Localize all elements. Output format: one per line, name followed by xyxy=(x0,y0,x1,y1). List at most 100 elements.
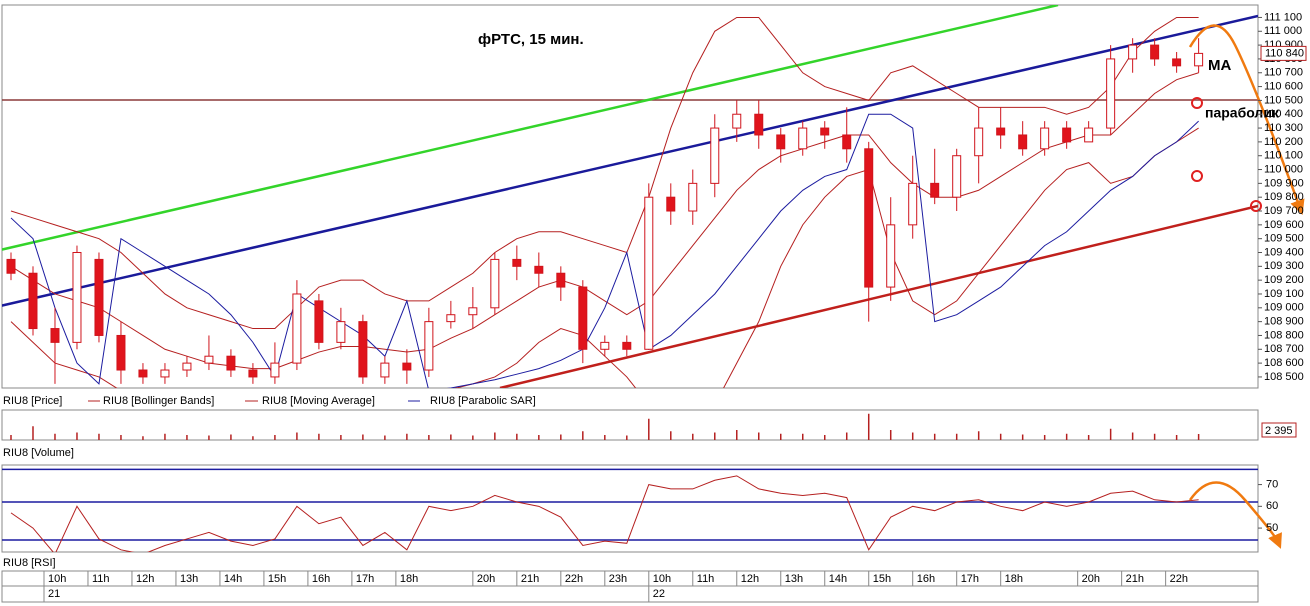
x-tick-label: 17h xyxy=(356,573,374,585)
candle-body xyxy=(292,293,302,364)
x-tick-label: 13h xyxy=(785,573,803,585)
candle-body xyxy=(1106,58,1116,129)
candle-body xyxy=(820,127,830,136)
y-tick-label: 110 200 xyxy=(1264,136,1303,148)
date-tick-label: 22 xyxy=(653,588,665,600)
x-tick-label: 13h xyxy=(180,573,198,585)
candle-body xyxy=(380,362,390,378)
y-tick-label: 110 100 xyxy=(1264,150,1303,162)
candle-body xyxy=(160,369,170,378)
x-tick-label: 17h xyxy=(961,573,979,585)
candle-body xyxy=(6,258,16,274)
candle-body xyxy=(1018,134,1028,150)
y-tick-label: 60 xyxy=(1266,500,1278,512)
candle-body xyxy=(1084,127,1094,143)
x-tick-label: 14h xyxy=(829,573,847,585)
y-tick-label: 109 300 xyxy=(1264,260,1304,272)
candle-body xyxy=(600,341,610,350)
indicator-line xyxy=(10,127,1199,388)
candle-body xyxy=(204,355,214,364)
marker-circle xyxy=(1191,170,1203,182)
candle-body xyxy=(424,321,434,371)
forecast-arrow xyxy=(1188,24,1305,216)
y-tick-label: 110 400 xyxy=(1264,108,1303,120)
x-tick-label: 20h xyxy=(1082,573,1100,585)
candle-body xyxy=(50,328,60,343)
candle-body xyxy=(622,341,632,350)
x-tick-label: 12h xyxy=(136,573,154,585)
forecast-arrow xyxy=(1188,481,1282,549)
marker-circle xyxy=(1191,97,1203,109)
candle-body xyxy=(798,127,808,150)
candle-body xyxy=(952,155,962,198)
value-box xyxy=(1261,422,1297,438)
annotation: параболик xyxy=(1205,105,1280,121)
candle-body xyxy=(512,258,522,267)
x-tick-label: 11h xyxy=(697,573,715,585)
candle-body xyxy=(886,224,896,288)
candle-body xyxy=(182,362,192,371)
candle-body xyxy=(996,127,1006,136)
drawings xyxy=(2,5,1258,388)
y-tick-label: 109 100 xyxy=(1264,288,1304,300)
y-tick-label: 109 500 xyxy=(1264,233,1304,245)
legend-label: RIU8 [Bollinger Bands] xyxy=(103,395,214,407)
candle-body xyxy=(908,182,918,226)
y-tick-label: 109 200 xyxy=(1264,274,1304,286)
y-tick-label: 108 600 xyxy=(1264,357,1304,369)
candle-body xyxy=(270,362,280,378)
x-tick-label: 16h xyxy=(917,573,935,585)
legend-label: RIU8 [Parabolic SAR] xyxy=(430,395,536,407)
x-tick-label: 20h xyxy=(477,573,495,585)
candle-body xyxy=(534,265,544,274)
candle-body xyxy=(28,272,38,330)
y-tick-label: 109 800 xyxy=(1264,191,1304,203)
candle-body xyxy=(72,251,82,343)
candle-body xyxy=(138,369,148,378)
x-tick-label: 23h xyxy=(609,573,627,585)
y-tick-label: 109 400 xyxy=(1264,246,1304,258)
last-price-box xyxy=(1260,45,1307,61)
candle-body xyxy=(974,127,984,157)
candle-body xyxy=(358,321,368,378)
rsi-panel xyxy=(1,464,1259,553)
x-tick-label: 14h xyxy=(224,573,242,585)
y-tick-label: 110 000 xyxy=(1264,163,1303,175)
candle-body xyxy=(1040,127,1050,150)
candle-body xyxy=(1062,127,1072,143)
y-tick-label: 111 100 xyxy=(1264,11,1302,23)
trend-line xyxy=(499,204,1258,388)
marker-circle xyxy=(1250,200,1262,212)
y-tick-label: 108 500 xyxy=(1264,371,1304,383)
candle-body xyxy=(226,355,236,371)
candle-body xyxy=(710,127,720,184)
candle-body xyxy=(1128,44,1138,60)
y-tick-label: 108 900 xyxy=(1264,316,1304,328)
y-tick-label: 109 000 xyxy=(1264,302,1304,314)
y-tick-label: 50 xyxy=(1266,522,1278,534)
date-tick-label: 21 xyxy=(48,588,60,600)
candle-body xyxy=(1172,58,1182,67)
x-tick-label: 16h xyxy=(312,573,330,585)
candle-body xyxy=(732,113,742,129)
candle-body xyxy=(842,134,852,150)
panel-label: RIU8 [RSI] xyxy=(3,557,56,569)
candle-body xyxy=(688,182,698,212)
candle-body xyxy=(556,272,566,288)
x-tick-label: 11h xyxy=(92,573,110,585)
candle-body xyxy=(578,286,588,350)
rsi-line xyxy=(10,475,1199,552)
candle-body xyxy=(116,334,126,371)
candle-body xyxy=(468,307,478,316)
x-tick-label: 22h xyxy=(565,573,583,585)
y-tick-label: 110 500 xyxy=(1264,94,1303,106)
candle-body xyxy=(446,314,456,323)
panel-label: RIU8 [Volume] xyxy=(3,447,74,459)
indicator-line xyxy=(10,113,1199,388)
legend-label: RIU8 [Price] xyxy=(3,395,62,407)
y-tick-label: 109 600 xyxy=(1264,219,1304,231)
y-tick-label: 109 900 xyxy=(1264,177,1304,189)
candle-body xyxy=(930,182,940,198)
y-tick-label: 70 xyxy=(1266,478,1278,490)
